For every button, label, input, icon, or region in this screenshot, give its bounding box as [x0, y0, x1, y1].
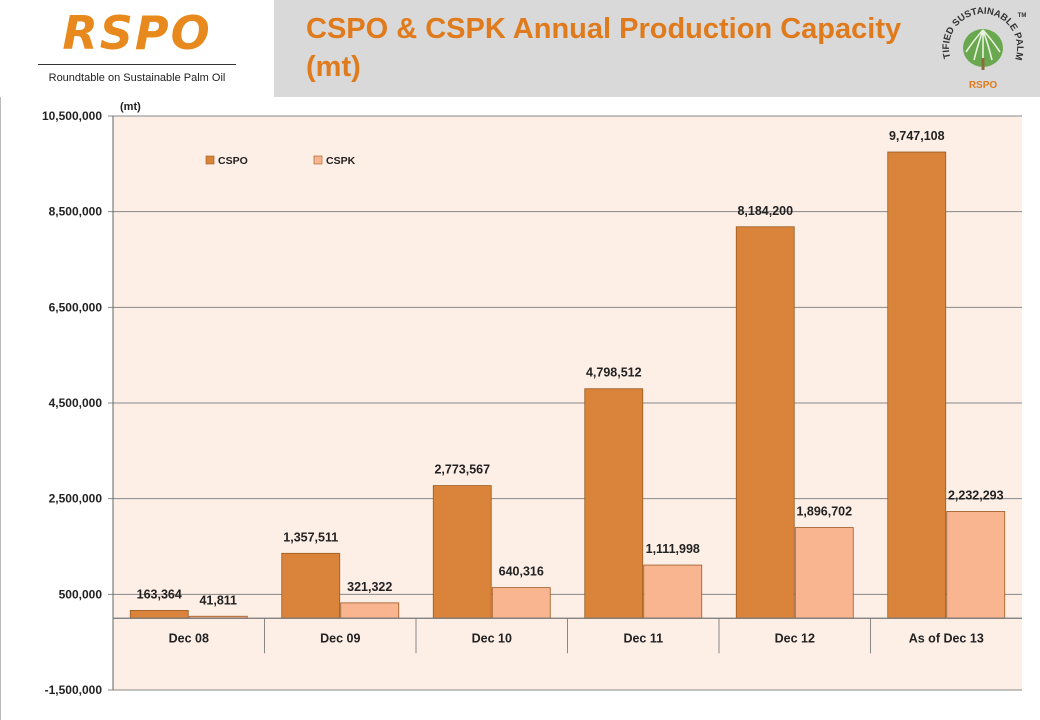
data-label-cspo: 163,364	[137, 587, 182, 601]
y-axis-unit-label: (mt)	[120, 101, 141, 113]
bar-cspo	[584, 388, 644, 619]
data-label-cspk: 321,322	[347, 580, 392, 594]
bar-cspk	[794, 527, 854, 619]
bar-cspo	[281, 552, 341, 619]
y-tick-label: 2,500,000	[49, 492, 103, 506]
bar-cspo	[735, 226, 795, 619]
palm-tree-icon	[963, 29, 1003, 70]
data-label-cspo: 1,357,511	[283, 530, 338, 544]
seal-center-label: RSPO	[969, 80, 998, 91]
y-tick-label: 10,500,000	[42, 109, 102, 123]
x-tick-label: Dec 09	[320, 631, 360, 645]
y-tick-label: 4,500,000	[49, 396, 103, 410]
x-tick-label: As of Dec 13	[909, 631, 984, 645]
x-tick-label: Dec 12	[775, 631, 815, 645]
slide-left-border	[0, 97, 1, 720]
y-tick-label: 500,000	[59, 587, 103, 601]
y-tick-label: 8,500,000	[49, 205, 103, 219]
bar-cspk	[491, 587, 551, 619]
data-label-cspo: 2,773,567	[434, 463, 490, 477]
legend-label-cspk: CSPK	[326, 155, 356, 167]
legend-swatch-cspo	[205, 155, 215, 165]
page-title: CSPO & CSPK Annual Production Capacity (…	[306, 13, 902, 83]
data-label-cspk: 1,111,998	[646, 542, 700, 556]
brand-tagline: Roundtable on Sustainable Palm Oil	[48, 72, 226, 84]
data-label-cspo: 9,747,108	[889, 129, 945, 143]
x-tick-label: Dec 10	[472, 631, 512, 645]
data-label-cspk: 41,811	[199, 593, 237, 607]
header: RSPO Roundtable on Sustainable Palm Oil …	[0, 0, 1040, 97]
x-tick-label: Dec 08	[169, 631, 209, 645]
legend-swatch-cspk	[313, 155, 323, 165]
rspo-logo: RSPO	[62, 6, 212, 60]
bar-cspk	[946, 511, 1006, 619]
title-bar: CSPO & CSPK Annual Production Capacity (…	[274, 0, 1040, 97]
y-tick-label: -1,500,000	[45, 683, 103, 697]
bar-cspk	[643, 564, 703, 619]
data-label-cspo: 4,798,512	[586, 366, 642, 380]
x-tick-label: Dec 11	[623, 631, 663, 645]
bar-cspk	[340, 602, 400, 619]
seal-tm: TM	[1018, 13, 1027, 19]
data-label-cspk: 2,232,293	[948, 488, 1004, 502]
data-label-cspo: 8,184,200	[737, 204, 793, 218]
data-label-cspk: 640,316	[499, 565, 544, 579]
brand-divider	[38, 64, 236, 65]
bar-cspo	[129, 610, 189, 619]
bar-cspo	[887, 151, 947, 619]
brand-block: RSPO Roundtable on Sustainable Palm Oil	[0, 0, 274, 97]
legend-label-cspo: CSPO	[218, 155, 248, 167]
data-label-cspk: 1,896,702	[796, 505, 852, 519]
certified-palm-oil-seal: CERTIFIED SUSTAINABLE PALM OIL RSPO TM	[934, 4, 1027, 91]
y-tick-label: 6,500,000	[49, 300, 103, 314]
production-capacity-chart: -1,500,000 500,000 2,500,000 4,500,000 6,500…	[42, 101, 1022, 697]
bar-cspo	[432, 485, 492, 619]
